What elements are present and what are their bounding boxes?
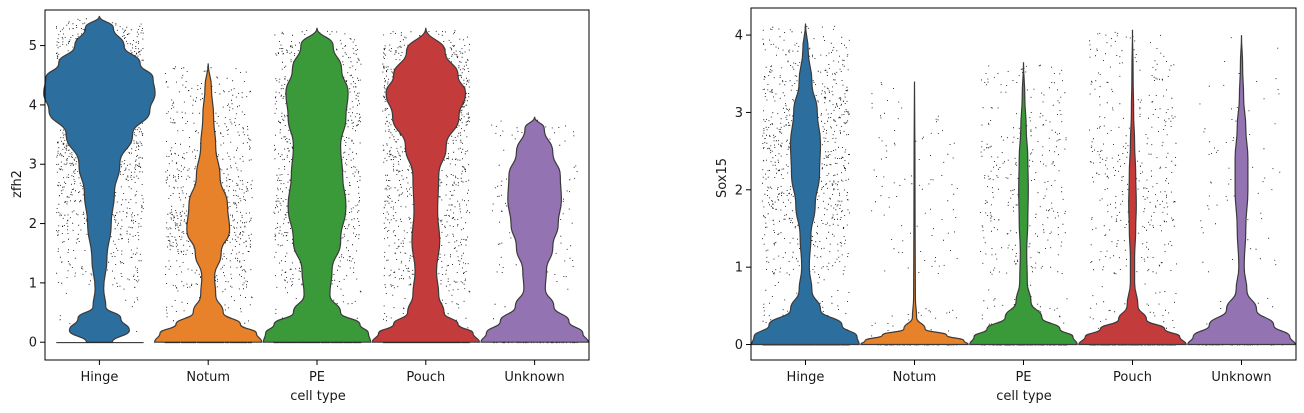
- violin-hinge: [751, 23, 860, 346]
- jitter-points-notum: [164, 66, 253, 344]
- y-tick-label: 2: [29, 217, 37, 232]
- y-tick-label: 4: [29, 98, 37, 113]
- violin-panel-sox15: 0 1 2 3 4 Hinge Notum PE Pouch Unknown cell type…: [715, 7, 1297, 404]
- y-tick-label: 4: [735, 29, 743, 44]
- y-tick-label: 1: [29, 276, 37, 291]
- points-pouch: [382, 30, 471, 344]
- y-ticks-sox15: 0 1 2 3 4: [735, 29, 751, 353]
- y-tick-label: 5: [29, 39, 37, 54]
- violin-notum: [153, 63, 263, 343]
- x-tick-label-unknown: Unknown: [1211, 370, 1271, 385]
- violin-pouch: [371, 27, 481, 343]
- x-tick-label-unknown: Unknown: [504, 370, 564, 385]
- violin-panel-zfh2: 0 1 2 3 4 5 Hinge Notum PE Pouch Unknown cell typ…: [10, 9, 590, 404]
- x-tick-label-pouch: Pouch: [1113, 370, 1152, 385]
- x-tick-label-hinge: Hinge: [787, 370, 825, 385]
- violins-sox15: [751, 23, 1296, 346]
- y-tick-label: 3: [735, 106, 743, 121]
- y-tick-label: 0: [735, 338, 743, 353]
- violin-notum: [860, 81, 969, 346]
- y-tick-label: 1: [735, 261, 743, 276]
- y-axis-label-zfh2: zfh2: [10, 170, 25, 198]
- violin-pe: [969, 62, 1078, 346]
- jitter-points-sox15: [761, 25, 1284, 346]
- violin-hinge: [43, 15, 156, 343]
- x-tick-label-pouch: Pouch: [406, 370, 445, 385]
- y-ticks-zfh2: 0 1 2 3 4 5: [29, 39, 45, 351]
- y-tick-label: 2: [735, 183, 743, 198]
- y-tick-label: 0: [29, 336, 37, 351]
- x-tick-label-hinge: Hinge: [80, 370, 118, 385]
- x-ticks-zfh2: Hinge Notum PE Pouch Unknown: [80, 360, 565, 385]
- violins-zfh2: [43, 15, 589, 343]
- violin-unknown: [1187, 35, 1296, 346]
- violin-pe: [262, 27, 372, 343]
- x-tick-label-pe: PE: [309, 370, 325, 385]
- points-hinge: [761, 25, 850, 346]
- jitter-points-pouch: [382, 30, 471, 344]
- violin-unknown: [480, 116, 589, 343]
- x-axis-label-sox15: cell type: [996, 389, 1052, 404]
- x-tick-label-notum: Notum: [186, 370, 230, 385]
- x-tick-label-pe: PE: [1015, 370, 1031, 385]
- x-tick-label-notum: Notum: [893, 370, 937, 385]
- x-ticks-sox15: Hinge Notum PE Pouch Unknown: [787, 360, 1272, 385]
- violin-pouch: [1078, 29, 1187, 346]
- x-axis-label-zfh2: cell type: [290, 389, 346, 404]
- jitter-points-hinge: [761, 25, 850, 346]
- y-axis-label-sox15: Sox15: [715, 158, 730, 198]
- y-tick-label: 3: [29, 158, 37, 173]
- points-notum: [164, 66, 253, 344]
